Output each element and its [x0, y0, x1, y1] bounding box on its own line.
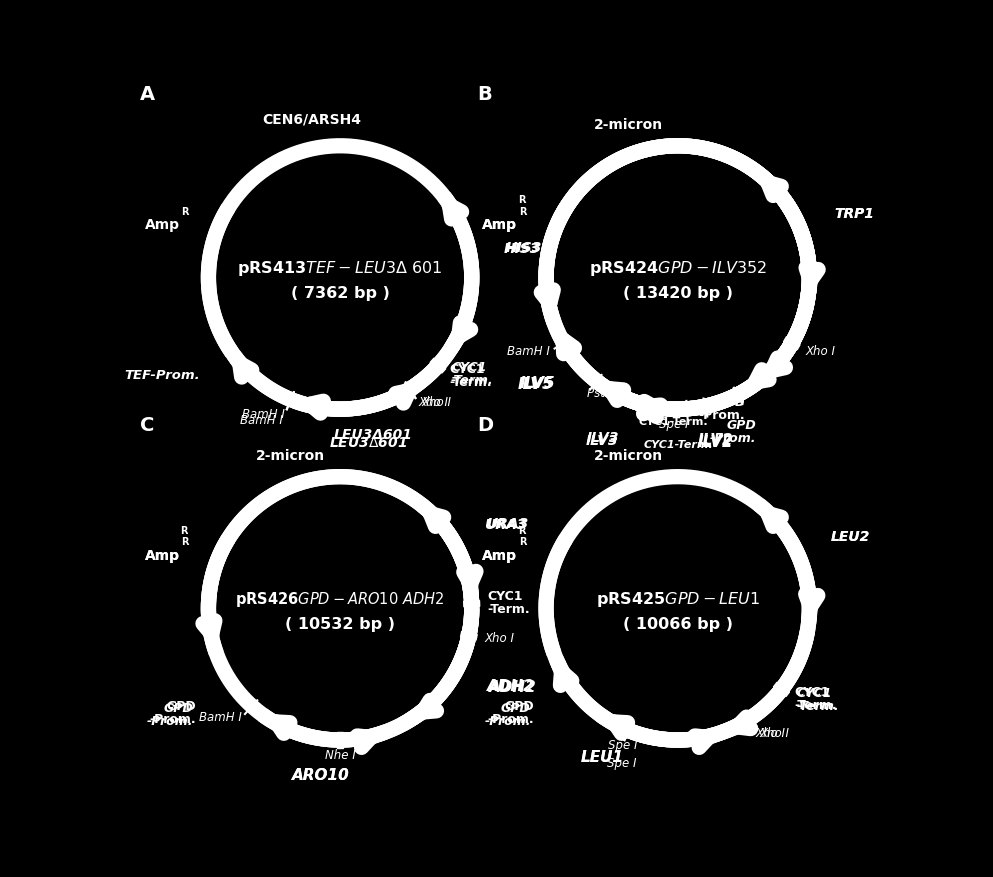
Text: -Term.: -Term.: [488, 603, 530, 617]
Text: -Prom.: -Prom.: [488, 713, 534, 726]
Text: CYC1: CYC1: [797, 687, 832, 700]
Text: 2-micron: 2-micron: [594, 118, 662, 132]
Polygon shape: [430, 358, 446, 373]
Text: -Prom.: -Prom.: [698, 409, 745, 422]
Text: CYC1: CYC1: [794, 686, 829, 699]
Text: HIS3: HIS3: [506, 241, 542, 255]
Text: TRP1: TRP1: [834, 207, 874, 221]
Text: pRS424$\mathit{GPD-ILV352}$: pRS424$\mathit{GPD-ILV352}$: [589, 260, 767, 278]
Text: Xho I: Xho I: [805, 345, 835, 358]
Text: CYC1: CYC1: [451, 361, 487, 374]
Text: pRS425$\mathit{GPD-LEU1}$: pRS425$\mathit{GPD-LEU1}$: [596, 590, 760, 609]
Text: -Prom.: -Prom.: [485, 715, 530, 728]
Text: TRP1: TRP1: [834, 207, 874, 221]
Text: pRS426$\mathit{GPD-ARO10\ ADH2}$: pRS426$\mathit{GPD-ARO10\ ADH2}$: [235, 590, 445, 609]
Text: ( 13420 bp ): ( 13420 bp ): [623, 286, 733, 301]
Text: Xho I: Xho I: [756, 727, 785, 740]
Text: Amp: Amp: [483, 218, 517, 232]
Text: Spe I: Spe I: [608, 738, 638, 752]
Text: Spe I: Spe I: [608, 757, 637, 770]
Text: pRS413$\mathit{TEF-LEU3\Delta\ 601}$: pRS413$\mathit{TEF-LEU3\Delta\ 601}$: [237, 260, 443, 278]
Text: ILV3: ILV3: [586, 434, 619, 448]
Text: -Prom.: -Prom.: [710, 432, 757, 446]
Text: BamH I: BamH I: [199, 711, 241, 724]
Text: R: R: [518, 195, 525, 205]
Text: LEU1: LEU1: [581, 750, 624, 765]
Text: ADH2: ADH2: [489, 680, 536, 695]
Text: ILV2: ILV2: [698, 433, 734, 448]
Text: 2-micron: 2-micron: [594, 448, 662, 462]
Text: LEU2: LEU2: [830, 530, 870, 544]
Text: LEU1: LEU1: [581, 750, 624, 765]
Text: GPD: GPD: [715, 396, 745, 409]
Polygon shape: [783, 337, 800, 350]
Text: ( 7362 bp ): ( 7362 bp ): [291, 286, 389, 301]
Text: A: A: [140, 85, 155, 103]
Text: Amp: Amp: [483, 549, 517, 563]
Text: Nhe I: Nhe I: [325, 749, 355, 762]
Text: R: R: [518, 526, 525, 536]
Text: CYC1-Term.: CYC1-Term.: [643, 440, 713, 450]
Text: D: D: [478, 416, 494, 435]
Text: GPD: GPD: [167, 700, 197, 713]
Text: -Prom.: -Prom.: [147, 715, 193, 728]
Text: TEF-Prom.: TEF-Prom.: [124, 369, 200, 382]
Polygon shape: [338, 732, 343, 748]
Polygon shape: [461, 631, 478, 640]
Text: R: R: [518, 207, 526, 217]
Text: ILV2: ILV2: [698, 435, 734, 450]
Text: HIS3: HIS3: [503, 242, 540, 255]
Text: -Term.: -Term.: [451, 374, 494, 388]
Polygon shape: [774, 682, 789, 696]
Text: LEU3$\Delta$601: LEU3$\Delta$601: [329, 436, 407, 450]
Text: -Term.: -Term.: [797, 700, 840, 713]
Text: URA3: URA3: [486, 517, 528, 531]
Text: R: R: [181, 538, 189, 547]
Text: ILV5: ILV5: [517, 377, 553, 392]
Text: CYC1-Term.: CYC1-Term.: [638, 417, 708, 427]
Text: R: R: [181, 207, 189, 217]
Text: ( 10532 bp ): ( 10532 bp ): [285, 617, 395, 631]
Text: ILV5: ILV5: [519, 375, 555, 390]
Text: GPD: GPD: [163, 702, 193, 715]
Text: CEN6/ARSH4: CEN6/ARSH4: [263, 112, 361, 126]
Text: ( 10066 bp ): ( 10066 bp ): [623, 617, 733, 631]
Text: LEU2: LEU2: [830, 530, 870, 544]
Text: -Term.: -Term.: [450, 376, 493, 389]
Text: ARO10: ARO10: [292, 767, 350, 783]
Text: Pst I: Pst I: [587, 387, 612, 400]
Polygon shape: [464, 601, 480, 607]
Text: CYC1: CYC1: [488, 590, 523, 603]
Text: Xho I: Xho I: [485, 632, 514, 645]
Text: GPD: GPD: [504, 700, 534, 713]
Text: -Prom.: -Prom.: [150, 713, 197, 726]
Text: Amp: Amp: [483, 218, 517, 232]
Text: ARO10: ARO10: [292, 767, 350, 783]
Text: BamH I: BamH I: [242, 408, 285, 421]
Text: Spe I: Spe I: [658, 418, 688, 431]
Text: CYC1: CYC1: [450, 363, 486, 376]
Text: LEU3Δ601: LEU3Δ601: [334, 428, 413, 442]
Text: Xho I: Xho I: [760, 727, 789, 740]
Text: ILV3: ILV3: [587, 431, 620, 446]
Text: BamH I: BamH I: [239, 414, 282, 427]
Text: Xho I: Xho I: [422, 396, 452, 409]
Text: GPD: GPD: [727, 419, 757, 432]
Text: -Term.: -Term.: [794, 699, 836, 712]
Text: ADH2: ADH2: [487, 679, 534, 694]
Text: Amp: Amp: [145, 549, 180, 563]
Text: R: R: [518, 538, 526, 547]
Text: C: C: [140, 416, 154, 435]
Text: Amp: Amp: [145, 549, 180, 563]
Text: R: R: [181, 526, 188, 536]
Text: BamH I: BamH I: [507, 345, 550, 358]
Text: Amp: Amp: [145, 218, 180, 232]
Text: URA3: URA3: [484, 518, 526, 532]
Text: Xho I: Xho I: [418, 396, 448, 409]
Text: GPD: GPD: [501, 702, 530, 715]
Text: Amp: Amp: [483, 549, 517, 563]
Text: 2-micron: 2-micron: [256, 448, 325, 462]
Text: B: B: [478, 85, 493, 103]
